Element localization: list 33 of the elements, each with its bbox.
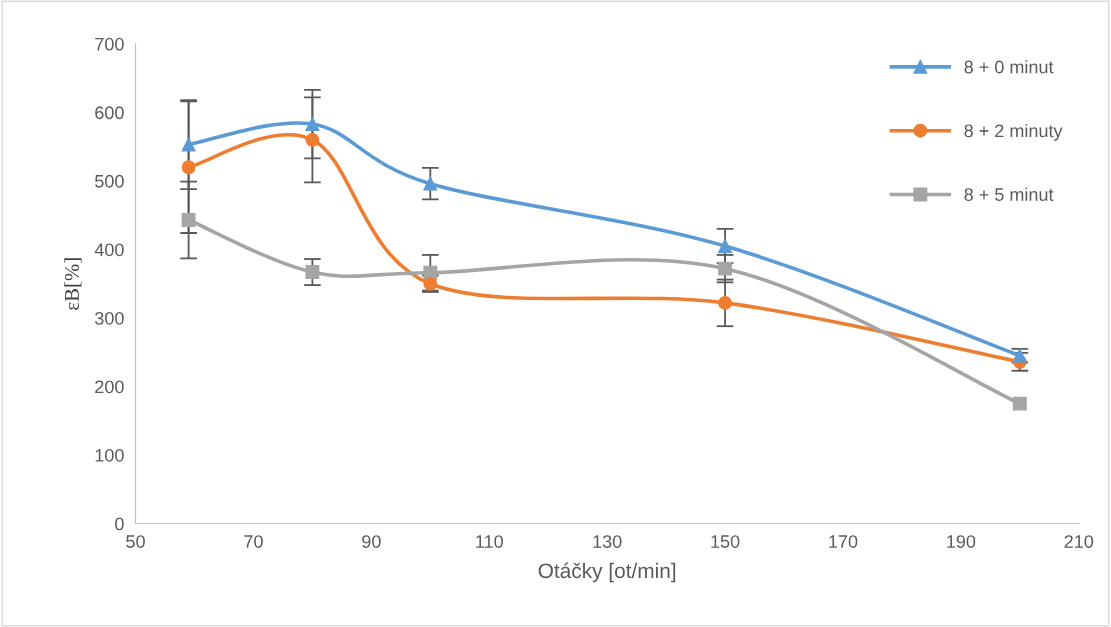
legend-label: 8 + 2 minuty — [964, 123, 1063, 141]
legend-label: 8 + 0 minut — [964, 60, 1054, 74]
y-tick-label: 600 — [95, 106, 124, 120]
x-tick-label: 130 — [593, 535, 622, 548]
x-tick-label: 50 — [126, 535, 145, 548]
point — [181, 137, 196, 152]
x-tick-label: 150 — [711, 535, 740, 548]
point — [718, 261, 733, 276]
point — [181, 160, 196, 175]
x-tick-label: 110 — [476, 535, 503, 548]
x-tick-label: 70 — [244, 535, 263, 548]
point — [305, 265, 320, 280]
x-tick-label: 210 — [1064, 535, 1094, 548]
point — [305, 132, 320, 147]
point — [718, 295, 733, 310]
x-tick-label: 190 — [947, 535, 976, 548]
point — [305, 117, 320, 132]
x-tick-label: 170 — [829, 535, 858, 548]
y-tick-label: 300 — [95, 311, 124, 325]
point — [1012, 396, 1027, 411]
y-tick-label: 700 — [95, 37, 124, 51]
x-tick-label: 90 — [362, 535, 381, 548]
y-tick-label: 500 — [95, 174, 124, 188]
legend-label: 8 + 5 minut — [964, 187, 1054, 201]
y-tick-label: 100 — [95, 448, 124, 462]
y-tick-label: 0 — [115, 517, 124, 531]
point — [423, 176, 438, 191]
point — [181, 213, 196, 227]
y-axis-title: εB[%] — [64, 258, 82, 310]
point — [718, 239, 733, 253]
y-tick-label: 200 — [95, 380, 124, 394]
x-axis-title: Otáčky [ot/min] — [538, 562, 676, 583]
y-tick-label: 400 — [94, 243, 124, 257]
